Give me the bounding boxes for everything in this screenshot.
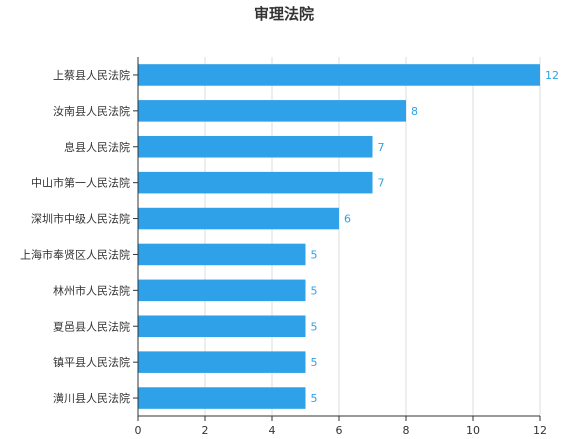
bar: [138, 315, 306, 338]
bar: [138, 207, 339, 230]
x-tick-label: 2: [202, 424, 209, 437]
category-label: 镇平县人民法院: [53, 355, 130, 369]
x-tick-label: 8: [403, 424, 410, 437]
value-label: 5: [311, 284, 318, 297]
bars: 12 8 7 7 6 5 5 5 5 5: [138, 64, 559, 409]
bar: [138, 135, 373, 158]
value-label: 8: [411, 105, 418, 118]
value-label: 5: [311, 356, 318, 369]
axes: 上蔡县人民法院汝南县人民法院息县人民法院中山市第一人民法院深圳市中级人民法院上海…: [20, 57, 547, 437]
chart-title: 审理法院: [254, 5, 314, 23]
category-label: 息县人民法院: [64, 140, 130, 154]
x-tick-label: 0: [135, 424, 142, 437]
value-label: 6: [344, 213, 351, 226]
value-label: 7: [378, 141, 385, 154]
category-label: 潢川县人民法院: [53, 391, 130, 405]
value-label: 12: [545, 69, 559, 82]
value-label: 5: [311, 392, 318, 405]
value-label: 7: [378, 177, 385, 190]
category-label: 林州市人民法院: [53, 283, 130, 297]
category-label: 深圳市中级人民法院: [31, 212, 130, 226]
value-label: 5: [311, 248, 318, 261]
bar: [138, 351, 306, 373]
x-tick-label: 12: [533, 424, 547, 437]
bar: [138, 171, 373, 194]
bar: [138, 387, 306, 409]
bar: [138, 64, 540, 86]
category-label: 夏邑县人民法院: [53, 319, 130, 333]
category-label: 上海市奉贤区人民法院: [20, 247, 130, 261]
bar: [138, 279, 306, 302]
value-label: 5: [311, 320, 318, 333]
category-label: 汝南县人民法院: [53, 104, 130, 118]
bar: [138, 100, 406, 122]
x-tick-label: 4: [269, 424, 276, 437]
bar: [138, 243, 306, 266]
category-label: 上蔡县人民法院: [53, 68, 130, 82]
category-label: 中山市第一人民法院: [31, 176, 130, 190]
x-tick-label: 6: [336, 424, 343, 437]
x-tick-label: 10: [466, 424, 480, 437]
